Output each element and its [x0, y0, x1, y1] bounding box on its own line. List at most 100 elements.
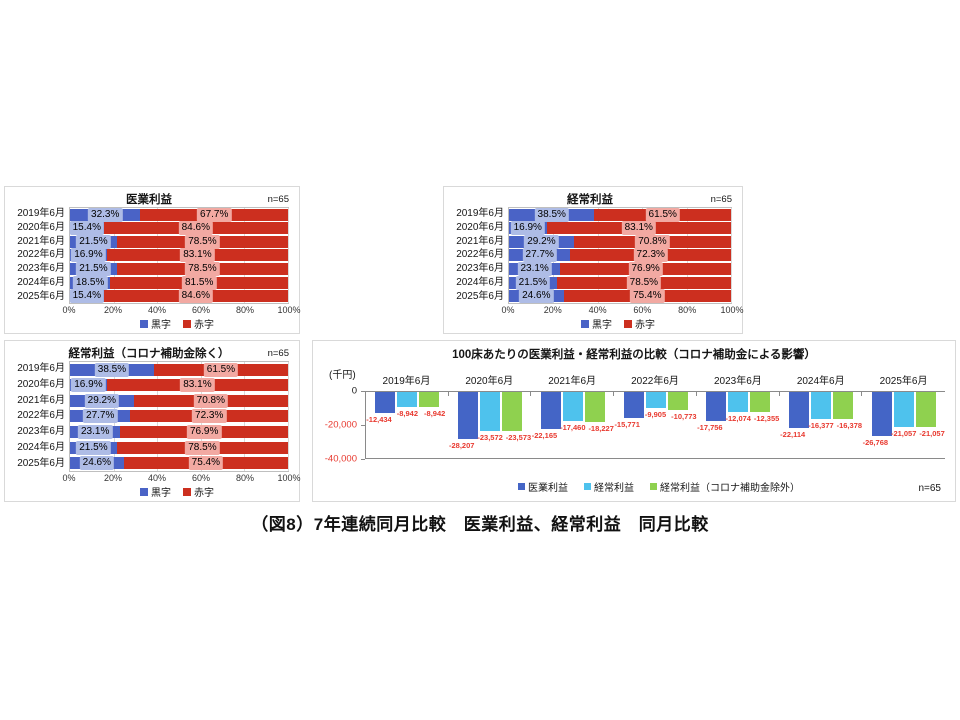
deficit-value-label: 75.4% [630, 289, 665, 304]
legend-label: 赤字 [194, 488, 214, 499]
surplus-value-label: 24.6% [519, 289, 554, 304]
stacked-chart-keijou-rieki-ex-subsidy: 経常利益（コロナ補助金除く） n=65 2019年6月 2020年6月 2021年6… [5, 341, 301, 501]
row-category-label: 2021年6月 [456, 235, 504, 247]
gridline [288, 362, 289, 471]
bar-igyou-rieki [375, 392, 396, 413]
bar-keijou-rieki-ex-subsidy [502, 392, 523, 431]
bar-value-label: -17,756 [697, 423, 723, 433]
deficit-value-label: 76.9% [628, 262, 663, 277]
deficit-value-label: 76.9% [186, 425, 222, 440]
deficit-value-label: 83.1% [621, 221, 656, 236]
legend-item: 黒字 [140, 316, 171, 331]
bar-row: 24.6% 75.4% [509, 289, 731, 304]
y-axis: 0 -20,000 -40,000 [313, 386, 361, 465]
bar-slot: -15,771 [614, 392, 644, 458]
bar-value-label: -21,057 [890, 428, 917, 438]
deficit-value-label: 67.7% [197, 207, 232, 222]
x-axis-tick-label: 80% [678, 305, 697, 315]
bar-value-label: -12,355 [753, 414, 780, 424]
chart-title: 経常利益 [567, 194, 613, 206]
chart-title: 医業利益 [126, 194, 172, 206]
figure-caption: （図8）7年連続同月比較 医業利益、経常利益 同月比較 [251, 515, 709, 534]
surplus-value-label: 27.7% [522, 248, 557, 263]
bar-igyou-rieki [458, 392, 479, 439]
category-axis: 2019年6月 2020年6月 2021年6月 2022年6月 2023年6月 2024年… [365, 372, 945, 387]
plot-area: -12,434 -8,942 -8,942 -28,207 -23,572 -23,573… [365, 391, 945, 459]
bar-slot: -12,355 [750, 392, 779, 458]
surplus-value-label: 29.2% [524, 234, 559, 249]
bar-row: 21.5% 78.5% [70, 440, 288, 455]
bar-slot: -23,573 [502, 392, 531, 458]
surplus-value-label: 32.3% [88, 207, 123, 222]
bar-keijou-rieki-ex-subsidy [667, 392, 688, 410]
legend-label: 医業利益 [528, 483, 568, 494]
surplus-value-label: 27.7% [83, 409, 118, 424]
row-category-label: 2020年6月 [456, 221, 504, 233]
stacked-chart-igyou-rieki: 医業利益 n=65 2019年6月 2020年6月 2021年6月 2022年6月 20… [5, 187, 301, 333]
surplus-value-label: 15.4% [69, 289, 104, 304]
category-axis: 2019年6月 2020年6月 2021年6月 2022年6月 2023年6月 2024年… [9, 361, 69, 472]
row-category-label: 2020年6月 [17, 378, 65, 390]
x-axis-tick-label: 0% [62, 305, 76, 315]
bar-value-label: -8,942 [396, 408, 418, 418]
bar-slot: -21,057 [890, 392, 917, 458]
row-category-label: 2022年6月 [17, 249, 65, 261]
deficit-value-label: 78.5% [626, 275, 662, 290]
y-axis-tick-label: 0 [351, 385, 357, 397]
x-axis-tick-label: 60% [191, 473, 211, 483]
bar-slot: -8,942 [419, 392, 445, 458]
bar-slot: -21,057 [915, 392, 945, 458]
bar-value-label: -22,114 [780, 430, 806, 440]
x-axis-tick-label: 80% [235, 473, 255, 483]
category-axis-tick [778, 392, 780, 396]
legend-label: 赤字 [635, 320, 655, 331]
category-axis: 2019年6月 2020年6月 2021年6月 2022年6月 2023年6月 2024年… [448, 207, 508, 304]
x-axis-tick-label: 40% [147, 305, 167, 315]
bar-value-label: -17,460 [560, 422, 586, 432]
bar-row: 16.9% 83.1% [70, 248, 288, 263]
x-axis-tick-label: 40% [147, 473, 167, 483]
x-axis: 0% 20% 40% 60% 80% 100% [501, 304, 743, 316]
bar-row: 16.9% 83.1% [70, 378, 288, 393]
bar-row: 23.1% 76.9% [509, 262, 731, 277]
deficit-value-label: 70.8% [193, 393, 228, 408]
bar-group: -22,165 -17,460 -18,227 [530, 392, 614, 458]
legend-label: 経常利益 [594, 483, 634, 494]
bar-value-label: -26,768 [862, 438, 889, 448]
bar-row: 15.4% 84.6% [69, 289, 288, 304]
category-axis-tick [447, 392, 449, 396]
category-label: 2023年6月 [713, 376, 762, 387]
bar-value-label: -23,572 [477, 432, 503, 442]
bar-slot: -12,074 [726, 392, 751, 458]
row-category-label: 2025年6月 [17, 290, 65, 302]
surplus-value-label: 16.9% [510, 221, 545, 236]
legend-item: 経常利益 [584, 479, 634, 494]
surplus-value-label: 24.6% [79, 456, 114, 471]
plot-area: 38.5% 61.5% 16.9% 83.1% 29.2% 70.8% 27.7% 72.3%… [508, 207, 732, 304]
bar-slot: -22,114 [780, 392, 809, 458]
deficit-value-label: 84.6% [178, 221, 213, 236]
chart-panel-keijou-rieki-ex-subsidy: 経常利益（コロナ補助金除く） n=65 2019年6月 2020年6月 2021年6… [4, 340, 301, 502]
stacked-chart-keijou-rieki: 経常利益 n=65 2019年6月 2020年6月 2021年6月 2022年6月 20… [444, 187, 743, 333]
bar-slot: -8,942 [396, 392, 418, 458]
legend-swatch [140, 319, 148, 328]
bar-slot: -23,572 [477, 392, 503, 458]
deficit-value-label: 84.6% [178, 289, 213, 304]
bar-keijou-rieki-ex-subsidy [584, 392, 605, 423]
legend-swatch [518, 483, 525, 490]
row-category-label: 2022年6月 [17, 410, 65, 422]
bar-slot: -10,773 [667, 392, 697, 458]
x-axis-tick-label: 100% [277, 473, 301, 483]
bar-row: 16.9% 83.1% [509, 221, 731, 236]
bar-value-label: -10,773 [671, 411, 697, 421]
category-label: 2024年6月 [796, 376, 845, 387]
surplus-value-label: 38.5% [534, 207, 569, 222]
bar-row: 38.5% 61.5% [509, 207, 731, 222]
gridline [731, 208, 732, 303]
bar-keijou-rieki-ex-subsidy [750, 392, 771, 413]
bar-slot: -17,756 [697, 392, 727, 458]
legend-item: 赤字 [183, 484, 214, 499]
x-axis-tick-label: 100% [277, 305, 301, 315]
chart-header: 経常利益（コロナ補助金除く） n=65 [9, 344, 290, 361]
bar-igyou-rieki [623, 392, 644, 419]
